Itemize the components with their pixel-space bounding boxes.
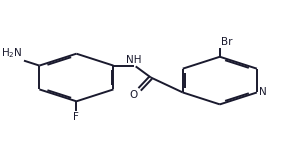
Text: H$_2$N: H$_2$N [1, 46, 23, 60]
Text: O: O [130, 90, 138, 100]
Text: NH: NH [126, 55, 142, 65]
Text: N: N [259, 87, 267, 97]
Text: Br: Br [221, 37, 232, 47]
Text: F: F [73, 112, 79, 122]
